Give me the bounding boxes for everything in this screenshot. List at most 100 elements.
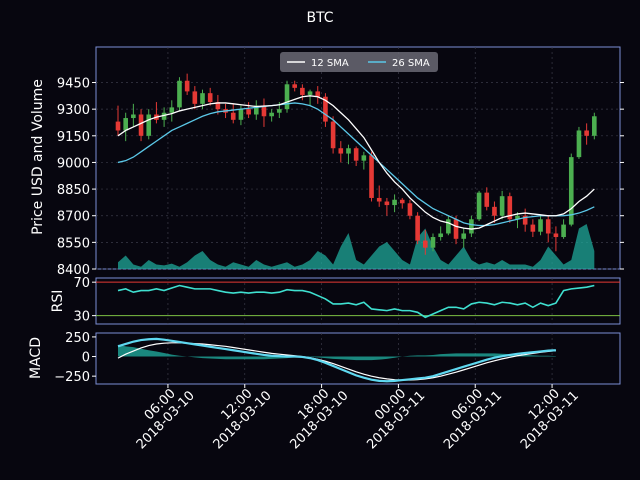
candle-body bbox=[530, 224, 536, 232]
candle-body bbox=[492, 206, 497, 216]
candle bbox=[407, 199, 413, 220]
legend-label-sma12: 12 SMA bbox=[311, 58, 349, 69]
candle-body bbox=[515, 215, 520, 220]
rsi-ylabel: RSI bbox=[50, 290, 66, 313]
candle bbox=[123, 112, 128, 142]
candle bbox=[561, 219, 566, 239]
candle-body bbox=[538, 219, 543, 232]
candle-body bbox=[161, 112, 167, 120]
candle-body bbox=[169, 107, 175, 113]
candle-body bbox=[277, 109, 282, 113]
candle-body bbox=[376, 197, 382, 202]
macd-signal-line bbox=[117, 342, 556, 381]
candle-body bbox=[561, 224, 566, 238]
candle-body bbox=[238, 109, 244, 120]
candle bbox=[553, 226, 559, 252]
candle bbox=[515, 212, 520, 229]
candle-body bbox=[315, 91, 321, 97]
legend-label-sma26: 26 SMA bbox=[392, 58, 430, 69]
candle-body bbox=[545, 219, 551, 234]
candle-body bbox=[323, 96, 328, 122]
macd-histogram bbox=[118, 344, 556, 361]
candle bbox=[131, 103, 136, 127]
candle bbox=[484, 187, 490, 211]
candle-body bbox=[361, 155, 367, 161]
candle bbox=[115, 105, 121, 136]
candle-body bbox=[146, 114, 152, 136]
candle bbox=[184, 73, 190, 95]
candle bbox=[415, 212, 420, 245]
candle bbox=[230, 103, 236, 124]
candle bbox=[207, 87, 213, 106]
candle bbox=[399, 197, 405, 209]
candle-body bbox=[200, 93, 205, 104]
grid-lines bbox=[96, 47, 620, 384]
candle bbox=[161, 107, 167, 127]
candle-body bbox=[484, 192, 490, 207]
candle-body bbox=[369, 155, 374, 198]
candle bbox=[507, 192, 513, 223]
candle bbox=[330, 116, 336, 154]
candle-body bbox=[461, 233, 467, 239]
candle-body bbox=[584, 130, 589, 136]
candle bbox=[138, 109, 144, 142]
volume-area-path bbox=[118, 224, 595, 269]
price-ytick-label: 9300 bbox=[57, 103, 90, 118]
candle bbox=[499, 190, 505, 220]
macd-ytick-label: 250 bbox=[65, 331, 90, 346]
price-ytick-label: 8400 bbox=[57, 263, 90, 278]
sma26-line bbox=[117, 102, 595, 227]
macd-series bbox=[117, 337, 556, 383]
price-ytick-label: 8550 bbox=[57, 236, 90, 251]
price-ytick-label: 9450 bbox=[57, 77, 90, 92]
candlesticks bbox=[115, 73, 597, 255]
legend: 12 SMA 26 SMA bbox=[280, 52, 438, 72]
candle bbox=[192, 86, 198, 110]
candle-body bbox=[123, 118, 128, 131]
rsi-panel bbox=[95, 277, 621, 325]
candle bbox=[284, 80, 290, 113]
candle bbox=[146, 109, 152, 140]
volume-area bbox=[118, 224, 595, 269]
candle bbox=[384, 197, 390, 216]
candle-body bbox=[192, 91, 198, 104]
candle-body bbox=[207, 93, 213, 103]
rsi-line bbox=[117, 284, 595, 319]
price-ytick-label: 9000 bbox=[57, 156, 90, 171]
candle bbox=[154, 102, 159, 124]
candle bbox=[169, 100, 175, 122]
candle-body bbox=[576, 130, 582, 158]
candle bbox=[253, 100, 259, 120]
candle-body bbox=[253, 105, 259, 115]
candle-body bbox=[246, 109, 251, 115]
candle-body bbox=[469, 219, 474, 234]
sma12-line bbox=[117, 95, 595, 230]
candle-body bbox=[115, 121, 121, 131]
candle-body bbox=[338, 148, 344, 154]
candle-body bbox=[430, 237, 436, 248]
candle bbox=[584, 123, 589, 145]
chart-title: BTC bbox=[306, 10, 333, 26]
candle bbox=[315, 86, 321, 104]
candle bbox=[246, 102, 251, 119]
candle-body bbox=[353, 148, 359, 161]
candle bbox=[307, 89, 313, 106]
candle bbox=[269, 109, 274, 122]
legend-box bbox=[280, 52, 438, 72]
candle bbox=[592, 112, 597, 140]
candle bbox=[538, 215, 543, 236]
candle bbox=[476, 190, 482, 222]
candle bbox=[292, 80, 298, 92]
price-ytick-label: 8850 bbox=[57, 183, 90, 198]
candle-body bbox=[453, 219, 459, 239]
price-ytick-label: 8700 bbox=[57, 210, 90, 225]
candle-body bbox=[422, 240, 428, 248]
candle bbox=[261, 98, 267, 127]
rsi-series bbox=[96, 281, 620, 319]
candle-body bbox=[184, 80, 190, 92]
candle bbox=[545, 215, 551, 243]
